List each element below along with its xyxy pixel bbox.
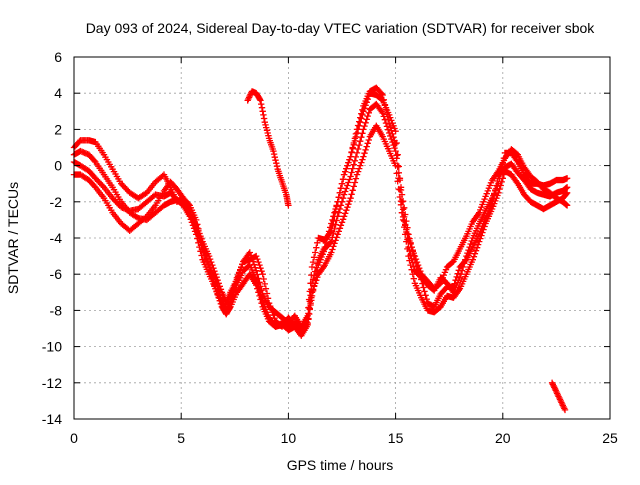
series-markers-track-f (548, 379, 569, 414)
series-track-e (244, 88, 292, 209)
series-track-f (548, 379, 569, 414)
y-tick-label: -4 (50, 230, 63, 246)
x-tick-label: 10 (281, 430, 297, 446)
y-tick-label: -14 (42, 411, 62, 427)
y-tick-label: 6 (54, 49, 62, 65)
y-tick-label: -2 (50, 194, 63, 210)
y-axis-label: SDTVAR / TECUs (5, 182, 21, 294)
y-tick-label: 2 (54, 121, 62, 137)
y-tick-label: -6 (50, 266, 63, 282)
y-tick-label: -12 (42, 375, 62, 391)
x-tick-label: 15 (388, 430, 404, 446)
series-markers-track-e (244, 88, 292, 209)
chart-title: Day 093 of 2024, Sidereal Day-to-day VTE… (86, 20, 596, 36)
x-axis-label: GPS time / hours (287, 457, 394, 473)
y-tick-label: -8 (50, 302, 63, 318)
x-tick-label: 25 (602, 430, 618, 446)
x-tick-label: 20 (495, 430, 511, 446)
y-tick-label: 0 (54, 158, 62, 174)
x-tick-label: 5 (177, 430, 185, 446)
y-tick-label: 4 (54, 85, 62, 101)
y-tick-label: -10 (42, 339, 62, 355)
tick-labels: 0 5 10 15 20 25 -14 -12 -10 -8 -6 -4 -2 0 2 4 6 (42, 49, 618, 446)
x-tick-label: 0 (70, 430, 78, 446)
axis-ticks (73, 56, 611, 420)
